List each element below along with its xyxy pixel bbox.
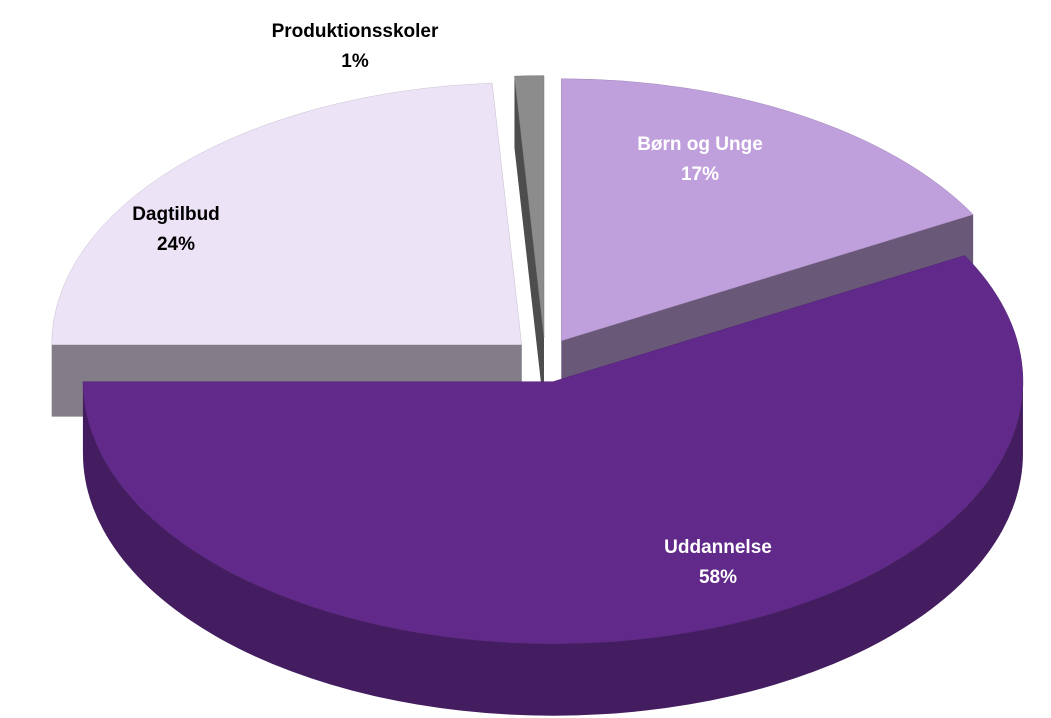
slice	[514, 75, 545, 338]
slice-label: Børn og Unge	[637, 134, 763, 155]
slice	[561, 78, 974, 342]
slice-value-label: 17%	[681, 164, 719, 185]
slice-value-label: 58%	[699, 567, 737, 588]
slice-side	[514, 76, 544, 410]
slice-label: Dagtilbud	[132, 204, 220, 225]
slice-value-label: 24%	[157, 234, 195, 255]
slice-label: Uddannelse	[664, 537, 772, 558]
slice	[82, 255, 1024, 644]
slice-value-label: 1%	[341, 51, 369, 72]
slice	[51, 82, 522, 345]
slice-label: Produktionsskoler	[272, 21, 439, 42]
slice-wall	[82, 381, 1023, 716]
